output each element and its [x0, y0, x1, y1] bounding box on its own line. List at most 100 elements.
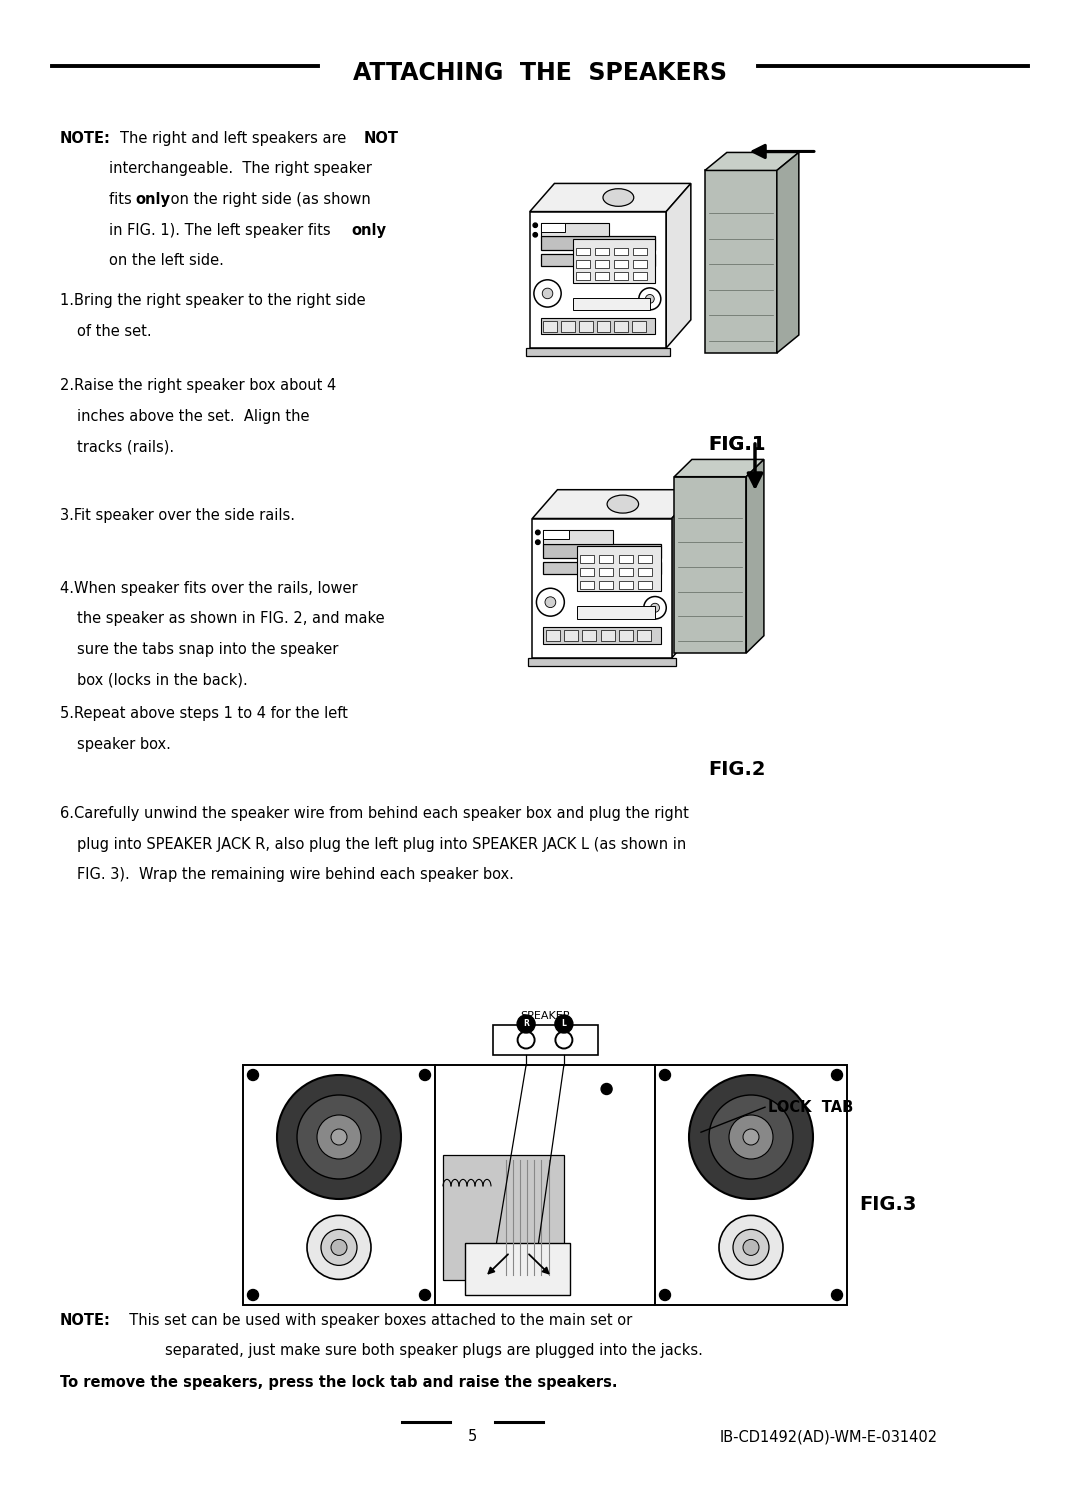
Circle shape	[743, 1129, 759, 1145]
Circle shape	[247, 1070, 258, 1081]
FancyBboxPatch shape	[619, 630, 633, 642]
FancyBboxPatch shape	[638, 580, 652, 589]
Polygon shape	[705, 152, 799, 170]
Circle shape	[307, 1216, 372, 1279]
FancyBboxPatch shape	[562, 320, 575, 332]
Text: This set can be used with speaker boxes attached to the main set or: This set can be used with speaker boxes …	[120, 1314, 632, 1329]
Text: plug into SPEAKER JACK R, also plug the left plug into SPEAKER JACK L (as shown : plug into SPEAKER JACK R, also plug the …	[77, 837, 686, 852]
Text: only: only	[135, 192, 171, 207]
Circle shape	[545, 597, 556, 607]
Circle shape	[650, 603, 660, 612]
Circle shape	[708, 1096, 793, 1178]
Text: 5: 5	[468, 1429, 476, 1444]
Polygon shape	[777, 152, 799, 353]
FancyBboxPatch shape	[633, 260, 647, 268]
Text: The right and left speakers are: The right and left speakers are	[120, 131, 351, 146]
Circle shape	[646, 295, 654, 304]
FancyBboxPatch shape	[541, 236, 656, 249]
FancyBboxPatch shape	[528, 658, 676, 666]
FancyBboxPatch shape	[615, 260, 629, 268]
Text: SPEAKER: SPEAKER	[519, 1012, 570, 1021]
FancyBboxPatch shape	[619, 568, 633, 576]
Circle shape	[297, 1096, 381, 1178]
FancyBboxPatch shape	[654, 1066, 847, 1305]
Circle shape	[729, 1115, 773, 1159]
FancyBboxPatch shape	[526, 349, 671, 356]
Circle shape	[534, 233, 538, 237]
FancyBboxPatch shape	[532, 519, 672, 658]
FancyBboxPatch shape	[638, 568, 652, 576]
Circle shape	[330, 1240, 347, 1255]
Circle shape	[330, 1129, 347, 1145]
Text: 5.Repeat above steps 1 to 4 for the left: 5.Repeat above steps 1 to 4 for the left	[60, 706, 348, 721]
FancyBboxPatch shape	[705, 170, 777, 353]
FancyBboxPatch shape	[599, 580, 613, 589]
Text: FIG.1: FIG.1	[708, 434, 766, 454]
Text: NOT: NOT	[364, 131, 399, 146]
Text: NOTE:: NOTE:	[60, 131, 111, 146]
FancyBboxPatch shape	[543, 529, 613, 544]
Text: To remove the speakers, press the lock tab and raise the speakers.: To remove the speakers, press the lock t…	[60, 1375, 618, 1390]
Circle shape	[517, 1031, 535, 1049]
Circle shape	[644, 597, 666, 619]
Text: speaker box.: speaker box.	[77, 736, 171, 752]
FancyBboxPatch shape	[565, 630, 578, 642]
Text: of the set.: of the set.	[77, 323, 151, 338]
FancyBboxPatch shape	[243, 1066, 435, 1305]
Text: sure the tabs snap into the speaker: sure the tabs snap into the speaker	[77, 642, 338, 657]
Text: interchangeable.  The right speaker: interchangeable. The right speaker	[109, 161, 372, 176]
Circle shape	[419, 1290, 431, 1300]
Text: on the left side.: on the left side.	[109, 253, 224, 268]
Circle shape	[534, 280, 562, 307]
FancyBboxPatch shape	[577, 606, 654, 619]
FancyBboxPatch shape	[577, 547, 661, 591]
Text: fits: fits	[109, 192, 136, 207]
FancyBboxPatch shape	[543, 544, 661, 558]
Text: ATTACHING  THE  SPEAKERS: ATTACHING THE SPEAKERS	[353, 62, 727, 86]
Text: 3.Fit speaker over the side rails.: 3.Fit speaker over the side rails.	[60, 508, 295, 523]
FancyBboxPatch shape	[595, 248, 609, 256]
FancyBboxPatch shape	[541, 319, 656, 334]
Circle shape	[719, 1216, 783, 1279]
Text: on the right side (as shown: on the right side (as shown	[166, 192, 370, 207]
Text: NOTE:: NOTE:	[60, 1314, 111, 1329]
FancyBboxPatch shape	[595, 272, 609, 281]
FancyBboxPatch shape	[543, 562, 661, 574]
FancyBboxPatch shape	[580, 580, 594, 589]
Circle shape	[689, 1075, 813, 1199]
Text: separated, just make sure both speaker plugs are plugged into the jacks.: separated, just make sure both speaker p…	[165, 1344, 703, 1359]
Polygon shape	[672, 490, 697, 658]
FancyBboxPatch shape	[573, 239, 656, 283]
Text: 6.Carefully unwind the speaker wire from behind each speaker box and plug the ri: 6.Carefully unwind the speaker wire from…	[60, 806, 689, 821]
FancyBboxPatch shape	[619, 580, 633, 589]
Circle shape	[542, 289, 553, 299]
FancyBboxPatch shape	[579, 320, 593, 332]
FancyBboxPatch shape	[599, 568, 613, 576]
Text: box (locks in the back).: box (locks in the back).	[77, 672, 247, 687]
FancyBboxPatch shape	[530, 212, 666, 349]
FancyBboxPatch shape	[465, 1243, 570, 1296]
Text: LOCK  TAB: LOCK TAB	[768, 1100, 853, 1115]
Text: FIG.1: FIG.1	[708, 434, 766, 454]
Text: 2.Raise the right speaker box about 4: 2.Raise the right speaker box about 4	[60, 377, 336, 392]
FancyBboxPatch shape	[546, 630, 561, 642]
Circle shape	[555, 1031, 572, 1049]
FancyBboxPatch shape	[580, 568, 594, 576]
Text: FIG.2: FIG.2	[708, 761, 766, 779]
Circle shape	[733, 1229, 769, 1266]
Ellipse shape	[607, 494, 638, 513]
FancyBboxPatch shape	[435, 1066, 654, 1305]
FancyBboxPatch shape	[541, 222, 609, 236]
Polygon shape	[666, 183, 691, 349]
Text: in FIG. 1). The left speaker fits: in FIG. 1). The left speaker fits	[109, 222, 335, 237]
Polygon shape	[530, 183, 691, 212]
FancyBboxPatch shape	[633, 272, 647, 281]
Circle shape	[832, 1070, 842, 1081]
FancyBboxPatch shape	[576, 248, 590, 256]
FancyBboxPatch shape	[632, 320, 646, 332]
FancyBboxPatch shape	[615, 272, 629, 281]
Circle shape	[743, 1240, 759, 1255]
FancyBboxPatch shape	[615, 320, 627, 332]
FancyBboxPatch shape	[619, 555, 633, 564]
FancyBboxPatch shape	[615, 248, 629, 256]
